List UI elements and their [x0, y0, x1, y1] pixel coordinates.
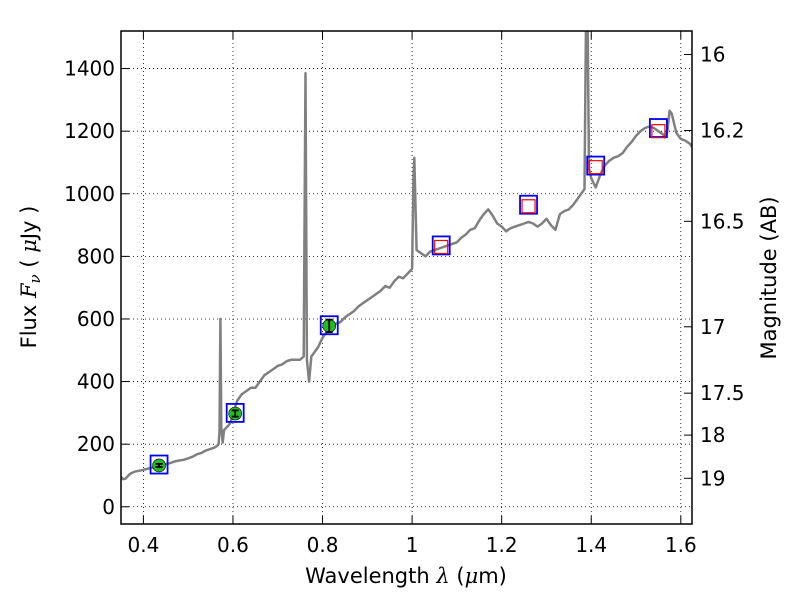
x-tick-label: 1.4 — [575, 533, 607, 557]
x-tick-label: 0.4 — [127, 533, 159, 557]
y-tick-label: 0 — [102, 495, 115, 519]
model-photometry-marker — [149, 454, 169, 475]
y-tick-label: 600 — [77, 307, 115, 331]
y-axis-label: Flux Fν ( μJy ) — [17, 206, 44, 349]
y-tick-label: 1400 — [64, 57, 115, 81]
y2-tick-label: 16 — [700, 42, 725, 66]
y-tick-label: 400 — [77, 370, 115, 394]
y-tick-label: 800 — [77, 244, 115, 268]
x-tick-label: 0.8 — [307, 533, 339, 557]
y2-tick-label: 18 — [700, 423, 725, 447]
axis-ticks: 0.4 0.6 0.8 1 1.2 1.4 1.6 0 200 400 600 800 1000 1200… — [64, 31, 745, 557]
x-tick-label: 1.2 — [486, 533, 518, 557]
model-photometry-marker — [519, 194, 538, 215]
y-tick-label: 1200 — [64, 119, 115, 143]
spectrum-layer — [121, 31, 692, 481]
y2-axis-label: Magnitude (AB) — [757, 196, 781, 359]
plot-frame — [120, 30, 693, 525]
model-photometry-marker — [649, 118, 668, 138]
markers-layer — [149, 118, 668, 475]
model-photometry-marker — [319, 315, 339, 336]
x-axis-label: Wavelength λ (μm) — [305, 564, 507, 588]
observed-photometry-marker — [434, 239, 449, 255]
x-tick-label: 1.6 — [665, 533, 697, 557]
observed-photometry-marker — [588, 160, 603, 175]
observed-photometry-marker — [521, 199, 536, 214]
y-tick-label: 1000 — [64, 182, 115, 206]
spectrum-line — [121, 31, 692, 481]
y-tick-label: 200 — [77, 432, 115, 456]
x-tick-label: 0.6 — [217, 533, 249, 557]
observed-photometry-marker — [651, 124, 666, 139]
y2-tick-label: 17 — [700, 315, 725, 339]
model-photometry-marker — [431, 235, 451, 256]
x-tick-label: 1 — [406, 533, 419, 557]
y2-tick-label: 19 — [700, 466, 725, 490]
model-photometry-marker — [225, 402, 245, 423]
model-photometry-marker — [586, 155, 606, 176]
y2-tick-label: 16.2 — [700, 119, 745, 143]
y2-tick-label: 17.5 — [700, 381, 745, 405]
y2-tick-label: 16.5 — [700, 209, 745, 233]
